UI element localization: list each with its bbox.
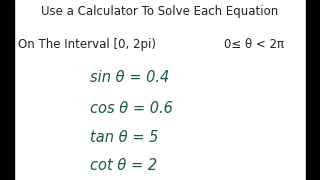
Text: cot θ = 2: cot θ = 2 <box>90 158 157 173</box>
Bar <box>0 0 14 180</box>
Text: 0≤ θ < 2π: 0≤ θ < 2π <box>224 38 284 51</box>
Bar <box>306 0 320 180</box>
Text: On The Interval [0, 2pi): On The Interval [0, 2pi) <box>18 38 156 51</box>
Text: tan θ = 5: tan θ = 5 <box>90 130 158 145</box>
Text: sin θ = 0.4: sin θ = 0.4 <box>90 70 169 85</box>
Text: cos θ = 0.6: cos θ = 0.6 <box>90 101 172 116</box>
Text: Use a Calculator To Solve Each Equation: Use a Calculator To Solve Each Equation <box>41 5 279 18</box>
